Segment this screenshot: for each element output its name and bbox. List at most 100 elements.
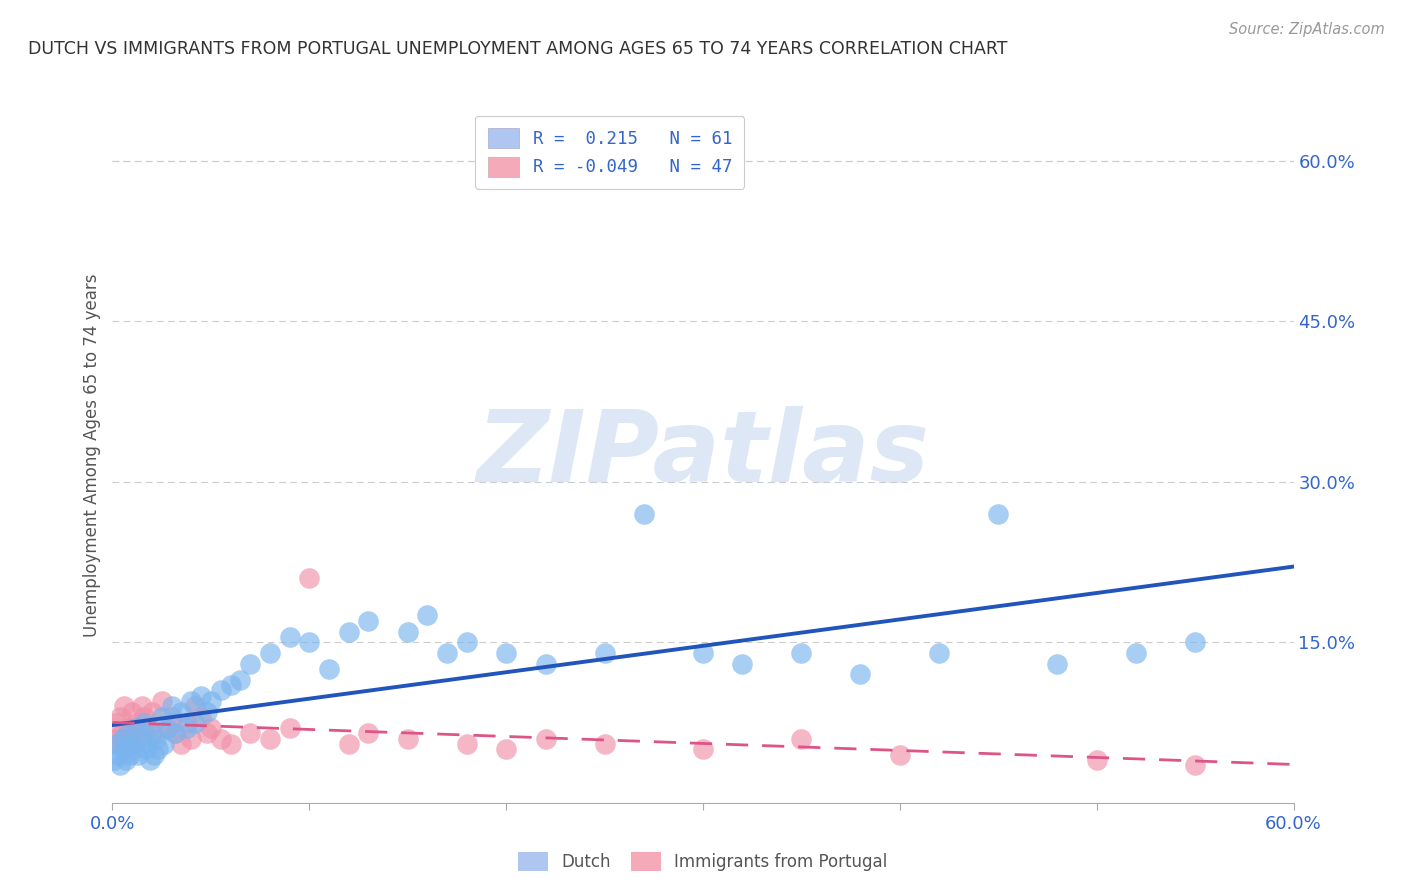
Point [170,737,193,751]
Point [110,710,132,724]
Point [105,737,128,751]
Point [141,705,163,719]
Point [176,721,198,735]
Point [103,731,125,746]
Point [111,726,134,740]
Point [849,667,872,681]
Point [125,721,148,735]
Point [1085,753,1108,767]
Point [132,710,155,724]
Y-axis label: Unemployment Among Ages 65 to 74 years: Unemployment Among Ages 65 to 74 years [83,273,101,637]
Point [150,710,173,724]
Point [184,715,207,730]
Point [120,737,142,751]
Point [534,731,557,746]
Point [121,705,143,719]
Text: ZIPatlas: ZIPatlas [477,407,929,503]
Point [278,721,301,735]
Point [120,747,142,762]
Point [593,646,616,660]
Point [165,726,187,740]
Point [1184,758,1206,772]
Point [692,646,714,660]
Point [107,737,129,751]
Point [127,731,149,746]
Point [170,705,193,719]
Point [337,737,360,751]
Point [209,731,232,746]
Point [534,657,557,671]
Point [209,683,232,698]
Point [145,731,167,746]
Text: DUTCH VS IMMIGRANTS FROM PORTUGAL UNEMPLOYMENT AMONG AGES 65 TO 74 YEARS CORRELA: DUTCH VS IMMIGRANTS FROM PORTUGAL UNEMPL… [28,40,1008,58]
Point [1184,635,1206,649]
Point [593,737,616,751]
Point [889,747,911,762]
Point [337,624,360,639]
Point [180,731,202,746]
Point [125,715,148,730]
Point [160,699,183,714]
Point [1125,646,1147,660]
Point [150,694,173,708]
Point [416,608,439,623]
Point [456,737,478,751]
Point [396,624,419,639]
Point [135,742,157,756]
Point [200,721,222,735]
Point [219,678,242,692]
Point [259,731,281,746]
Point [141,726,163,740]
Point [112,742,135,756]
Point [165,726,187,740]
Point [219,737,242,751]
Point [184,699,207,714]
Point [928,646,950,660]
Point [110,758,132,772]
Point [495,646,517,660]
Point [121,737,143,751]
Point [105,715,128,730]
Point [790,731,813,746]
Point [239,657,262,671]
Point [200,694,222,708]
Point [456,635,478,649]
Point [146,742,169,756]
Point [156,721,179,735]
Point [136,737,159,751]
Point [180,694,202,708]
Point [633,507,655,521]
Point [731,657,754,671]
Point [318,662,340,676]
Point [139,753,162,767]
Point [136,721,159,735]
Point [298,571,321,585]
Point [131,699,153,714]
Point [692,742,714,756]
Point [229,673,252,687]
Point [190,710,212,724]
Text: Source: ZipAtlas.com: Source: ZipAtlas.com [1229,22,1385,37]
Point [495,742,517,756]
Point [176,715,198,730]
Legend: Dutch, Immigrants from Portugal: Dutch, Immigrants from Portugal [512,846,894,878]
Point [112,699,135,714]
Point [357,614,380,628]
Point [122,726,145,740]
Point [145,726,167,740]
Point [111,731,134,746]
Point [142,747,165,762]
Point [156,721,179,735]
Point [987,507,1010,521]
Point [127,747,149,762]
Point [131,731,153,746]
Point [278,630,301,644]
Point [107,747,129,762]
Point [190,689,212,703]
Point [259,646,281,660]
Point [1046,657,1069,671]
Point [115,753,138,767]
Point [357,726,380,740]
Point [790,646,813,660]
Point [103,753,125,767]
